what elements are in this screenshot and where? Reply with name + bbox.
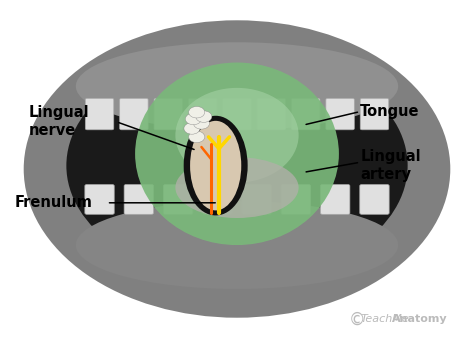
FancyBboxPatch shape	[85, 185, 114, 214]
Circle shape	[189, 106, 205, 118]
Circle shape	[185, 113, 201, 125]
FancyBboxPatch shape	[85, 98, 114, 130]
Circle shape	[189, 131, 205, 143]
Ellipse shape	[66, 51, 408, 281]
FancyBboxPatch shape	[203, 185, 232, 214]
Ellipse shape	[76, 42, 398, 130]
Text: Lingual
artery: Lingual artery	[360, 149, 421, 182]
FancyBboxPatch shape	[164, 185, 193, 214]
Ellipse shape	[76, 201, 398, 289]
Text: Frenulum: Frenulum	[14, 195, 92, 210]
FancyBboxPatch shape	[326, 98, 354, 130]
Ellipse shape	[175, 88, 299, 183]
Text: ©: ©	[348, 310, 365, 329]
FancyBboxPatch shape	[154, 98, 182, 130]
FancyBboxPatch shape	[281, 185, 310, 214]
FancyBboxPatch shape	[188, 98, 217, 130]
FancyBboxPatch shape	[320, 185, 350, 214]
FancyBboxPatch shape	[242, 185, 271, 214]
FancyBboxPatch shape	[223, 98, 251, 130]
Ellipse shape	[24, 20, 450, 318]
Ellipse shape	[175, 157, 299, 218]
Text: Lingual
nerve: Lingual nerve	[28, 105, 89, 138]
Ellipse shape	[190, 121, 241, 210]
Ellipse shape	[135, 63, 339, 245]
Circle shape	[196, 111, 212, 122]
Text: Anatomy: Anatomy	[392, 314, 447, 324]
FancyBboxPatch shape	[124, 185, 154, 214]
FancyBboxPatch shape	[292, 98, 320, 130]
FancyBboxPatch shape	[257, 98, 285, 130]
FancyBboxPatch shape	[119, 98, 148, 130]
Ellipse shape	[184, 116, 247, 216]
FancyBboxPatch shape	[360, 185, 389, 214]
Circle shape	[193, 118, 210, 129]
Circle shape	[184, 123, 200, 134]
Text: Tongue: Tongue	[360, 104, 420, 119]
FancyBboxPatch shape	[360, 98, 389, 130]
Text: TeachMe: TeachMe	[360, 314, 409, 324]
